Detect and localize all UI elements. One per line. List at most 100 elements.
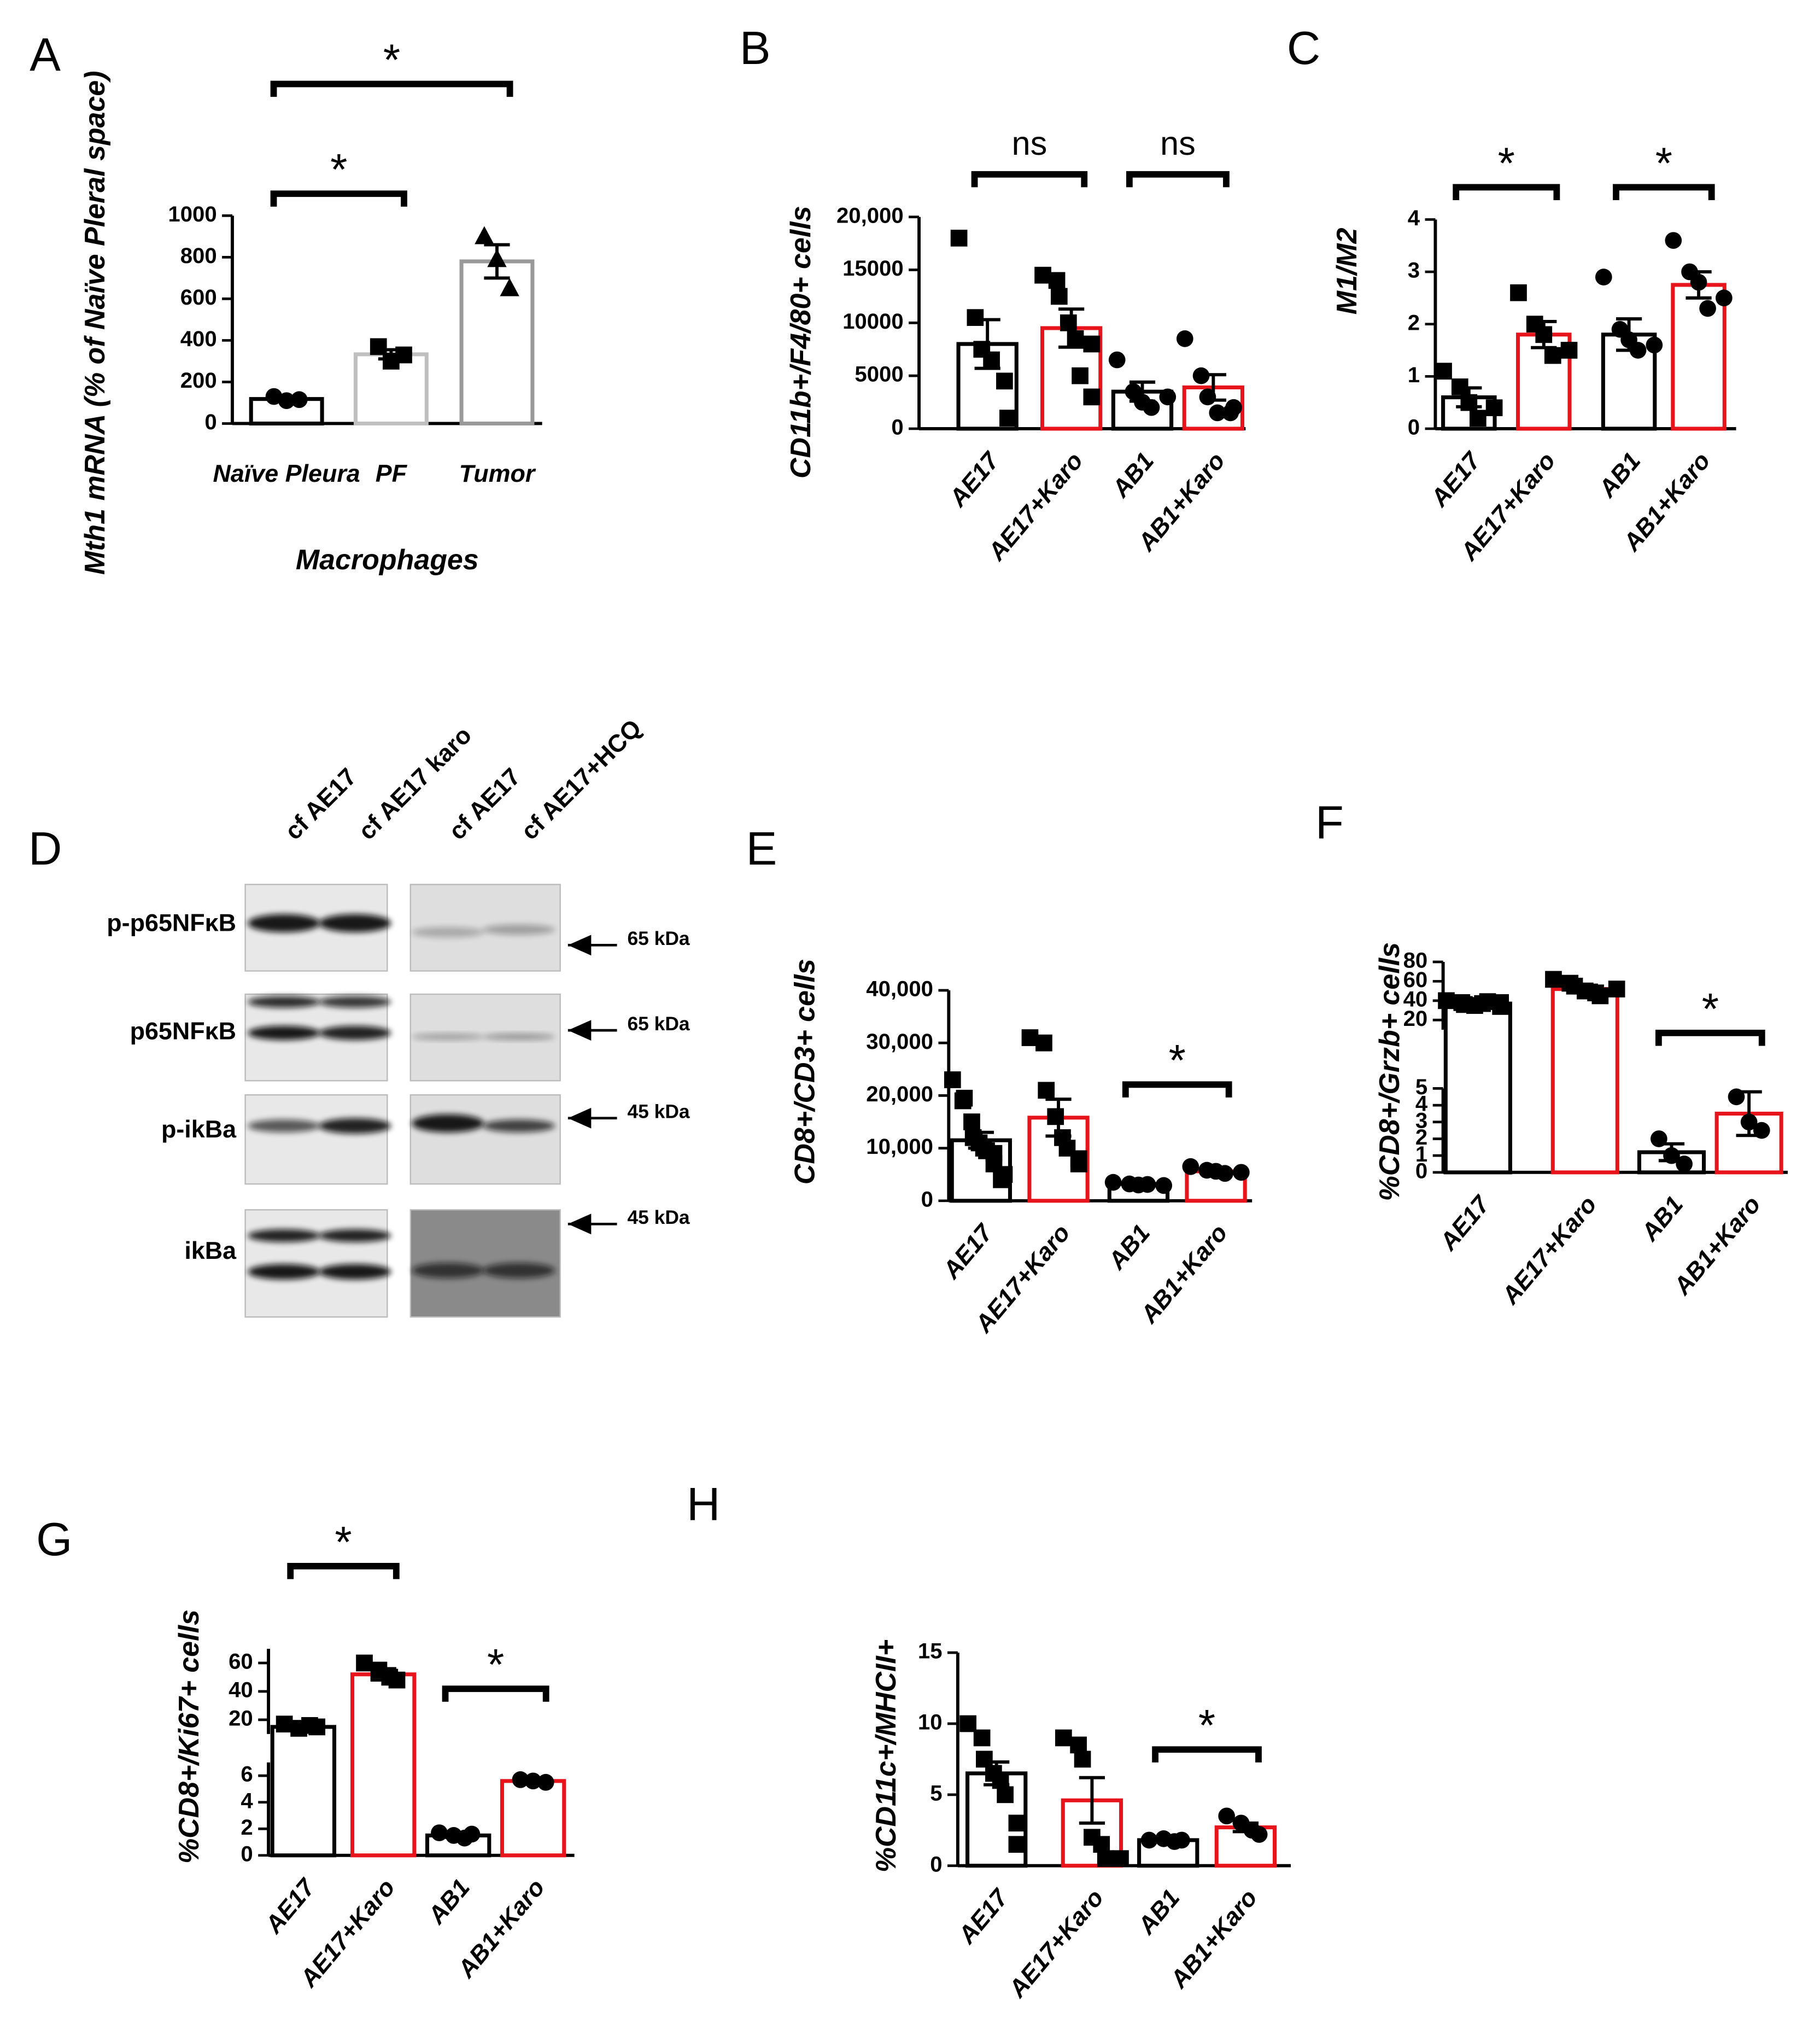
y-tick-label: 5	[1415, 1075, 1427, 1099]
data-point	[1140, 1831, 1158, 1849]
panel-letter: G	[36, 1514, 72, 1566]
bar	[500, 1779, 566, 1858]
blot-band	[248, 996, 320, 1008]
panel-letter: H	[687, 1479, 720, 1531]
data-point	[524, 1772, 542, 1790]
blot-band	[248, 1229, 320, 1242]
y-tick-label: 1	[1415, 1142, 1427, 1166]
blot-row-label: ikBa	[184, 1236, 237, 1264]
significance-label: *	[330, 145, 347, 195]
data-point	[1646, 336, 1663, 354]
data-point	[1074, 1750, 1091, 1768]
blot-band	[483, 1119, 555, 1133]
data-point	[963, 1113, 980, 1130]
y-tick-label: 4	[1415, 1092, 1428, 1116]
data-point	[1545, 971, 1562, 988]
data-point	[1435, 363, 1452, 380]
blot-band	[319, 996, 391, 1008]
y-tick-label: 40	[1403, 987, 1428, 1011]
data-point	[1112, 1850, 1129, 1867]
blot-band	[248, 914, 320, 932]
bar	[1443, 1001, 1512, 1175]
data-point	[1143, 399, 1160, 416]
data-point	[1595, 269, 1612, 285]
data-point	[1176, 330, 1193, 347]
blot-row-label: p65NFκB	[130, 1017, 236, 1045]
y-tick-label: 4	[1408, 206, 1420, 230]
data-point	[356, 1654, 373, 1672]
y-tick-label: 5	[930, 1781, 942, 1805]
significance-label: *	[1655, 139, 1672, 188]
data-point	[1055, 1729, 1072, 1747]
bar	[353, 352, 429, 426]
y-tick-label: 4	[241, 1788, 253, 1813]
blot-band	[319, 1229, 391, 1242]
data-point	[537, 1773, 554, 1791]
data-point	[1232, 1164, 1250, 1181]
data-point	[1070, 1736, 1087, 1754]
data-point	[388, 1671, 406, 1689]
data-point	[1093, 1836, 1110, 1853]
y-tick-label: 20,000	[866, 1082, 933, 1106]
significance-label: ns	[1160, 125, 1196, 162]
y-tick-label: 40	[229, 1678, 253, 1702]
panel-letter: C	[1287, 22, 1320, 74]
y-tick-label: 2	[241, 1815, 253, 1840]
y-tick-label: 0	[204, 410, 216, 434]
data-point	[1083, 335, 1101, 353]
data-point	[1469, 410, 1487, 427]
panel-letter: E	[746, 823, 777, 875]
x-tick-label: Tumor	[459, 459, 536, 487]
data-point	[1510, 284, 1527, 301]
significance-bracket	[971, 171, 1088, 188]
data-point	[431, 1824, 448, 1841]
x-axis-label: Macrophages	[296, 544, 479, 576]
data-point	[1250, 1826, 1268, 1843]
y-tick-label: 20	[229, 1706, 253, 1731]
data-point	[1544, 347, 1561, 364]
data-point	[967, 309, 984, 326]
blot-membrane	[409, 1209, 561, 1318]
y-tick-label: 6	[241, 1762, 253, 1787]
blot-band	[319, 1118, 391, 1134]
data-point	[1008, 1836, 1026, 1853]
data-point	[1067, 330, 1084, 347]
significance-label: *	[1198, 1701, 1215, 1750]
data-point	[1591, 987, 1609, 1005]
data-point	[1629, 342, 1647, 359]
blot-band	[319, 1264, 391, 1280]
y-axis-label: CD8+/CD3+ cells	[789, 959, 821, 1184]
data-point	[1083, 388, 1101, 406]
y-tick-label: 40,000	[866, 977, 933, 1001]
significance-label: *	[1702, 984, 1719, 1034]
y-tick-label: 0	[891, 415, 903, 440]
y-tick-label: 1000	[168, 202, 216, 226]
data-point	[1070, 1150, 1087, 1168]
data-point	[1199, 388, 1216, 406]
data-point	[1651, 1130, 1667, 1147]
blot-row-label: p-p65NFκB	[107, 908, 236, 936]
significance-bracket	[1152, 1746, 1262, 1762]
bar-chart: A 0 200 400 600 800 1000 Mth1 mRNA (% of Naïve …	[30, 29, 542, 576]
y-axis-label: M1/M2	[1331, 227, 1363, 314]
significance-bracket	[287, 1563, 400, 1579]
molecular-weight: 65 kDa	[627, 927, 689, 949]
data-point	[983, 351, 1000, 369]
y-tick-label: 10000	[842, 309, 904, 334]
significance-bracket	[1122, 1081, 1232, 1098]
data-point	[1460, 394, 1478, 411]
data-point	[475, 226, 494, 244]
data-point	[395, 346, 412, 364]
data-point	[1182, 1158, 1199, 1175]
data-point	[1608, 981, 1625, 997]
blot-band	[412, 1114, 484, 1133]
data-point	[1035, 1034, 1052, 1052]
y-tick-label: 200	[180, 368, 217, 393]
data-point	[1663, 1147, 1680, 1164]
blot-band	[483, 1034, 555, 1040]
blot-band	[248, 1264, 320, 1280]
data-point	[1699, 300, 1716, 317]
blot-band	[483, 1263, 555, 1279]
significance-label: *	[1498, 139, 1515, 188]
y-tick-label: 2	[1415, 1125, 1427, 1149]
